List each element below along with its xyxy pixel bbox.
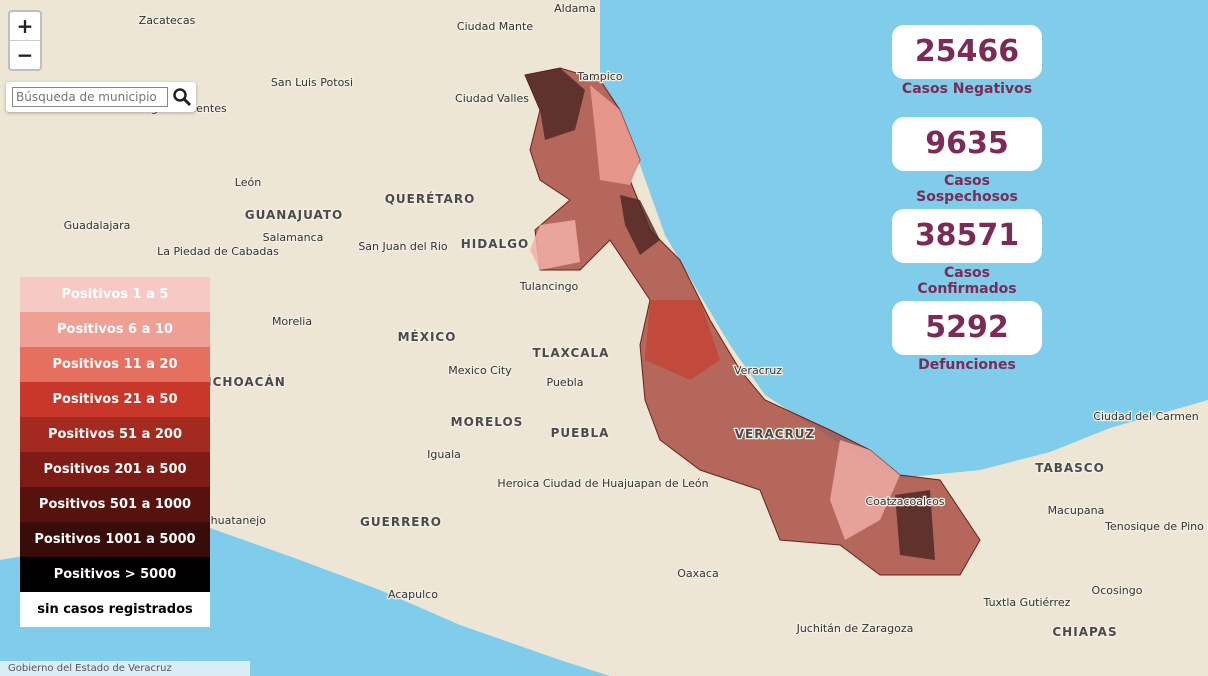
place-label: MORELOS: [451, 415, 524, 429]
zoom-out[interactable]: −: [10, 40, 40, 69]
municipality: [895, 490, 935, 560]
municipality: [590, 85, 640, 185]
place-label: Macupana: [1048, 504, 1105, 517]
place-label: Aldama: [554, 2, 596, 15]
place-label: Tenosique de Pino Suárez: [1104, 520, 1208, 533]
place-label: Oaxaca: [677, 567, 718, 580]
municipality: [530, 220, 580, 270]
legend-item: sin casos registrados: [20, 592, 210, 627]
legend-item: Positivos 1001 a 5000: [20, 522, 210, 557]
zoom-in[interactable]: +: [16, 14, 34, 38]
place-label: San Luis Potosi: [271, 76, 353, 89]
legend-item: Positivos > 5000: [20, 557, 210, 592]
place-label: Tampico: [576, 70, 622, 83]
place-label: TABASCO: [1035, 461, 1105, 475]
search-input[interactable]: [12, 87, 168, 107]
place-label: MÉXICO: [398, 329, 457, 344]
place-label: QUERÉTARO: [385, 191, 476, 206]
stat: 9635 Casos Sospechosos: [892, 117, 1042, 205]
place-label: HIDALGO: [461, 237, 529, 251]
place-label: Juchitán de Zaragoza: [796, 622, 914, 635]
stat-value: 38571: [892, 209, 1042, 263]
place-label: León: [235, 176, 261, 189]
municipality: [645, 300, 720, 380]
place-label: San Juan del Rio: [358, 240, 448, 253]
legend-item: Positivos 21 a 50: [20, 382, 210, 417]
place-label: Ciudad del Carmen: [1093, 410, 1198, 423]
place-label: Zihuatanejo: [200, 514, 266, 527]
place-label: Guadalajara: [64, 219, 131, 232]
place-label: Puebla: [547, 376, 584, 389]
legend: Positivos 1 a 5 Positivos 6 a 10 Positivos…: [20, 277, 210, 627]
place-label: Acapulco: [388, 588, 438, 601]
place-label: Mexico City: [448, 364, 512, 377]
stat-label: Casos Confirmados: [917, 265, 1017, 297]
municipality: [525, 68, 585, 140]
place-label: Morelia: [272, 315, 312, 328]
legend-item: Positivos 11 a 20: [20, 347, 210, 382]
place-label: Ocosingo: [1092, 584, 1143, 597]
place-label: CHIAPAS: [1052, 625, 1117, 639]
place-label: Salamanca: [263, 231, 324, 244]
place-label: Zacatecas: [139, 14, 196, 27]
place-label: GUERRERO: [360, 515, 442, 529]
municipality: [830, 440, 900, 540]
search-box: [6, 82, 196, 112]
legend-item: Positivos 201 a 500: [20, 452, 210, 487]
place-label: Coatzacoalcos: [865, 495, 944, 508]
place-labels: Zacatecas Aldama Ciudad Mante Tampico San Lu…: [62, 1, 1208, 641]
place-label: Iguala: [427, 448, 461, 461]
stat-value: 9635: [892, 117, 1042, 171]
legend-item: Positivos 51 a 200: [20, 417, 210, 452]
place-label: Ciudad Mante: [457, 20, 533, 33]
place-label: Ciudad Valles: [455, 92, 529, 105]
stat-value: 25466: [892, 25, 1042, 79]
legend-item: Positivos 1 a 5: [20, 277, 210, 312]
stat: 5292 Defunciones: [892, 301, 1042, 373]
place-label: PUEBLA: [551, 426, 610, 440]
legend-item: Positivos 501 a 1000: [20, 487, 210, 522]
search-icon[interactable]: [172, 87, 192, 107]
stat-label: Casos Sospechosos: [916, 173, 1018, 205]
place-label: TLAXCALA: [533, 346, 610, 360]
stat: 25466 Casos Negativos: [892, 25, 1042, 97]
place-label: Veracruz: [734, 364, 782, 377]
place-label: Tuxtla Gutiérrez: [983, 596, 1071, 609]
place-label: Tulancingo: [519, 280, 579, 293]
stat-label: Defunciones: [918, 357, 1016, 373]
place-label: VERACRUZ: [735, 427, 816, 441]
stat-value: 5292: [892, 301, 1042, 355]
stat: 38571 Casos Confirmados: [892, 209, 1042, 297]
legend-item: Positivos 6 a 10: [20, 312, 210, 347]
place-label: Heroica Ciudad de Huajuapan de León: [497, 477, 708, 490]
place-label: GUANAJUATO: [245, 208, 343, 222]
zoom-control: + −: [8, 10, 42, 71]
municipality: [620, 195, 660, 255]
stat-label: Casos Negativos: [901, 81, 1033, 97]
place-label: MICHOACÁN: [194, 374, 286, 389]
place-label: La Piedad de Cabadas: [157, 245, 279, 258]
attribution: Gobierno del Estado de Veracruz: [0, 661, 250, 676]
